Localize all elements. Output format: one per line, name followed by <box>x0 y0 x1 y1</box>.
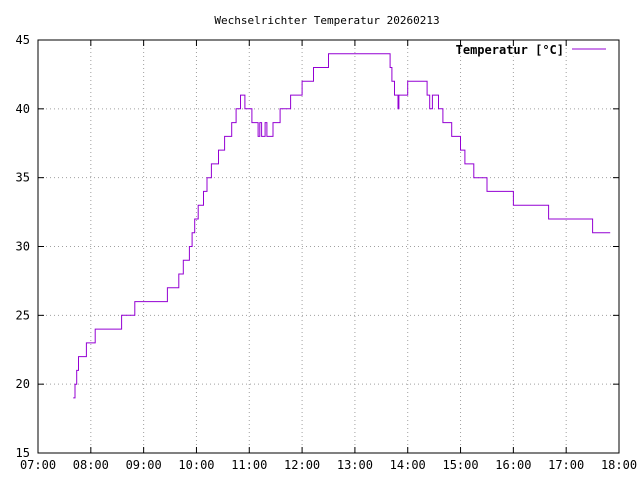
y-tick-label: 20 <box>16 377 30 391</box>
grid <box>38 40 619 453</box>
y-tick-label: 35 <box>16 171 30 185</box>
series-line <box>73 53 611 399</box>
x-tick-label: 11:00 <box>231 458 267 472</box>
chart-title: Wechselrichter Temperatur 20260213 <box>214 14 439 27</box>
x-tick-label: 16:00 <box>495 458 531 472</box>
y-tick-label: 25 <box>16 308 30 322</box>
y-tick-label: 30 <box>16 240 30 254</box>
plot-frame <box>37 39 620 454</box>
y-tick-label: 40 <box>16 102 30 116</box>
axis-ticks: 07:00 08:00 09:00 10:00 11:00 12:00 13:00 14:00… <box>16 33 638 472</box>
series-layer <box>73 53 611 399</box>
x-tick-label: 17:00 <box>548 458 584 472</box>
x-tick-label: 09:00 <box>126 458 162 472</box>
x-tick-label: 18:00 <box>601 458 637 472</box>
x-tick-label: 08:00 <box>73 458 109 472</box>
x-tick-label: 15:00 <box>442 458 478 472</box>
x-tick-label: 13:00 <box>337 458 373 472</box>
x-tick-label: 12:00 <box>284 458 320 472</box>
y-tick-label: 45 <box>16 33 30 47</box>
legend: Temperatur [°C] <box>456 43 606 57</box>
x-tick-label: 07:00 <box>20 458 56 472</box>
x-tick-label: 14:00 <box>390 458 426 472</box>
x-tick-label: 10:00 <box>178 458 214 472</box>
y-tick-label: 15 <box>16 446 30 460</box>
legend-label: Temperatur [°C] <box>456 43 564 57</box>
